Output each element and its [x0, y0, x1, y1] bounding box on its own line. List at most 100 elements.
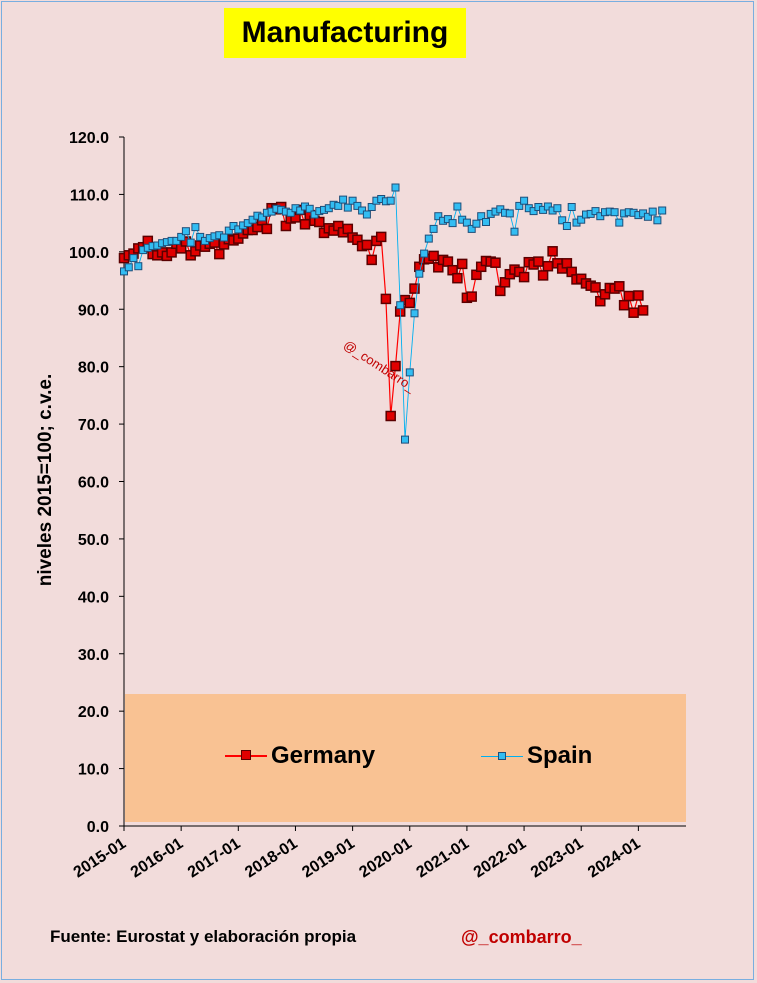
y-tick-label: 120.0: [69, 130, 109, 147]
spain-point: [415, 269, 424, 278]
y-tick-label: 60.0: [78, 475, 109, 492]
legend: Germany Spain: [125, 694, 686, 822]
spain-point: [505, 209, 514, 218]
germany-point: [166, 247, 177, 258]
x-tick-label: 2023-01: [528, 835, 587, 881]
germany-point: [542, 260, 554, 272]
x-tick-label: 2019-01: [299, 835, 358, 881]
y-tick-label: 70.0: [78, 417, 109, 434]
germany-point: [466, 291, 477, 302]
germany-point: [390, 360, 401, 372]
legend-spain-line: [481, 751, 523, 760]
germany-point: [261, 223, 273, 235]
series-layer: [118, 183, 667, 444]
germany-point: [561, 258, 573, 269]
spain-point: [220, 233, 228, 242]
spain-point: [134, 262, 143, 271]
germany-point: [495, 285, 506, 297]
spain-point: [658, 206, 667, 215]
spain-point: [286, 208, 295, 217]
x-tick-label: 2021-01: [414, 835, 473, 881]
y-tick-label: 30.0: [78, 647, 109, 664]
x-tick-label: 2015-01: [71, 835, 130, 881]
x-tick-label: 2017-01: [185, 835, 244, 881]
germany-point: [628, 307, 639, 318]
source-note: Fuente: Eurostat y elaboración propia: [50, 927, 357, 946]
spain-point: [429, 224, 438, 233]
spain-point: [558, 216, 567, 225]
spain-point: [334, 201, 343, 210]
y-tick-label: 20.0: [78, 704, 109, 721]
spain-point: [391, 183, 400, 192]
x-tick-label: 2022-01: [471, 835, 530, 881]
germany-point: [214, 248, 225, 260]
y-tick-label: 90.0: [78, 302, 109, 319]
x-tick-label: 2024-01: [585, 835, 644, 881]
spain-point: [424, 234, 433, 243]
spain-point: [577, 215, 586, 224]
y-axis-label: niveles 2015=100; c.v.e.: [35, 373, 56, 587]
spain-point: [610, 208, 619, 217]
y-tick-label: 100.0: [69, 245, 109, 262]
spain-point: [258, 213, 267, 222]
legend-spain-marker: [498, 751, 506, 760]
germany-point: [366, 254, 377, 266]
spain-point: [482, 218, 490, 226]
spain-point: [401, 435, 409, 444]
spain-point: [591, 207, 600, 216]
x-tick-label: 2020-01: [356, 835, 415, 881]
spain-point: [405, 368, 414, 377]
germany-point: [590, 282, 601, 293]
spain-point: [120, 267, 128, 276]
spain-point: [362, 210, 371, 219]
germany-point: [547, 246, 558, 257]
y-tick-label: 80.0: [78, 360, 109, 377]
spain-point: [305, 204, 314, 213]
germany-point: [633, 290, 644, 301]
spain-point: [348, 196, 357, 205]
spain-point: [386, 196, 395, 205]
germany-point: [342, 223, 354, 235]
spain-point: [224, 226, 233, 235]
germany-point: [456, 258, 468, 270]
legend-germany-line: [225, 750, 267, 760]
germany-point: [614, 281, 625, 292]
y-tick-label: 0.0: [87, 819, 109, 836]
spain-point: [653, 216, 662, 225]
legend-item-germany: Germany: [225, 742, 375, 770]
spain-point: [191, 223, 200, 232]
y-tick-label: 110.0: [70, 187, 109, 204]
germany-point: [442, 256, 454, 267]
germany-point: [428, 250, 439, 262]
spain-point: [520, 196, 529, 205]
germany-point: [537, 270, 549, 281]
author-handle: @_combarro_: [461, 927, 582, 947]
y-tick-label: 50.0: [78, 532, 109, 549]
spain-point: [367, 203, 376, 211]
germany-point: [409, 283, 420, 294]
germany-point: [380, 293, 392, 305]
spain-point: [562, 222, 571, 230]
spain-point: [467, 224, 476, 233]
spain-point: [648, 207, 657, 216]
x-tick-label: 2016-01: [128, 835, 187, 881]
y-tick-label: 10.0: [78, 762, 109, 779]
spain-point: [477, 212, 486, 221]
spain-point: [339, 195, 348, 204]
germany-point: [518, 271, 530, 283]
spain-point: [186, 238, 195, 247]
spain-point: [448, 219, 457, 228]
spain-point: [396, 301, 405, 310]
legend-germany-label: Germany: [271, 742, 376, 769]
spain-point: [124, 263, 133, 272]
spain-point: [515, 201, 524, 210]
spain-point: [462, 218, 471, 227]
spain-point: [615, 218, 624, 227]
x-tick-label: 2018-01: [242, 835, 301, 881]
germany-point: [533, 256, 544, 267]
spain-point: [434, 212, 443, 221]
legend-spain-label: Spain: [527, 742, 593, 769]
spain-point: [177, 232, 186, 241]
germany-point: [623, 290, 635, 302]
